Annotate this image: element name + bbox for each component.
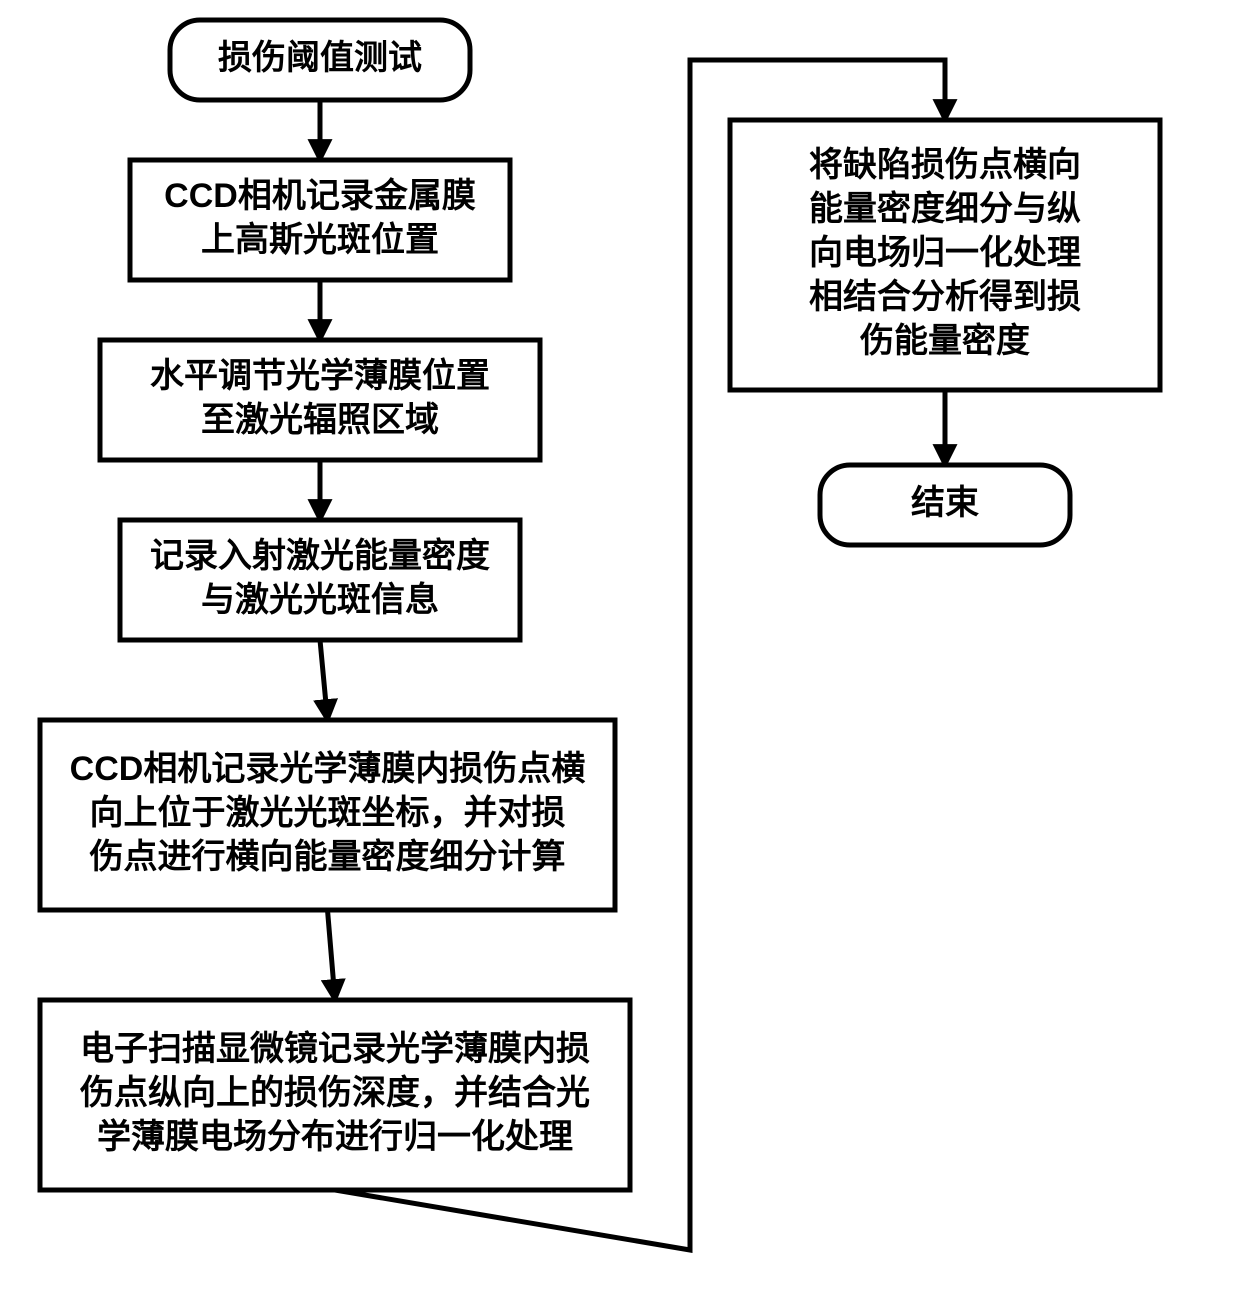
flow-node: 将缺陷损伤点横向能量密度细分与纵向电场归一化处理相结合分析得到损伤能量密度	[730, 120, 1160, 390]
svg-text:向上位于激光光斑坐标，并对损: 向上位于激光光斑坐标，并对损	[90, 794, 566, 832]
svg-text:将缺陷损伤点横向: 将缺陷损伤点横向	[809, 146, 1081, 184]
svg-text:学薄膜电场分布进行归一化处理: 学薄膜电场分布进行归一化处理	[97, 1117, 573, 1156]
svg-text:水平调节光学薄膜位置: 水平调节光学薄膜位置	[150, 356, 490, 395]
svg-text:至激光辐照区域: 至激光辐照区域	[201, 401, 439, 439]
flow-node: CCD相机记录金属膜上高斯光斑位置	[130, 160, 510, 280]
svg-text:伤点进行横向能量密度细分计算: 伤点进行横向能量密度细分计算	[89, 837, 566, 876]
flow-node: 记录入射激光能量密度与激光光斑信息	[120, 520, 520, 640]
svg-text:伤能量密度: 伤能量密度	[859, 321, 1030, 360]
svg-text:相结合分析得到损: 相结合分析得到损	[809, 278, 1081, 316]
svg-text:损伤阈值测试: 损伤阈值测试	[218, 39, 422, 77]
flow-node: 电子扫描显微镜记录光学薄膜内损伤点纵向上的损伤深度，并结合光学薄膜电场分布进行归…	[40, 1000, 630, 1190]
svg-text:向电场归一化处理: 向电场归一化处理	[809, 234, 1081, 272]
svg-text:电子扫描显微镜记录光学薄膜内损: 电子扫描显微镜记录光学薄膜内损	[80, 1029, 590, 1068]
svg-text:能量密度细分与纵: 能量密度细分与纵	[809, 189, 1081, 228]
flow-node: CCD相机记录光学薄膜内损伤点横向上位于激光光斑坐标，并对损伤点进行横向能量密度…	[40, 720, 615, 910]
svg-text:记录入射激光能量密度: 记录入射激光能量密度	[150, 536, 490, 575]
svg-text:伤点纵向上的损伤深度，并结合光: 伤点纵向上的损伤深度，并结合光	[79, 1074, 590, 1112]
flow-node: 结束	[820, 465, 1070, 545]
svg-text:CCD相机记录光学薄膜内损伤点横: CCD相机记录光学薄膜内损伤点横	[70, 749, 586, 788]
svg-text:CCD相机记录金属膜: CCD相机记录金属膜	[164, 176, 476, 215]
flow-node: 水平调节光学薄膜位置至激光辐照区域	[100, 340, 540, 460]
svg-text:结束: 结束	[911, 484, 979, 522]
svg-text:与激光光斑信息: 与激光光斑信息	[201, 580, 439, 619]
flow-node: 损伤阈值测试	[170, 20, 470, 100]
svg-text:上高斯光斑位置: 上高斯光斑位置	[201, 221, 439, 259]
